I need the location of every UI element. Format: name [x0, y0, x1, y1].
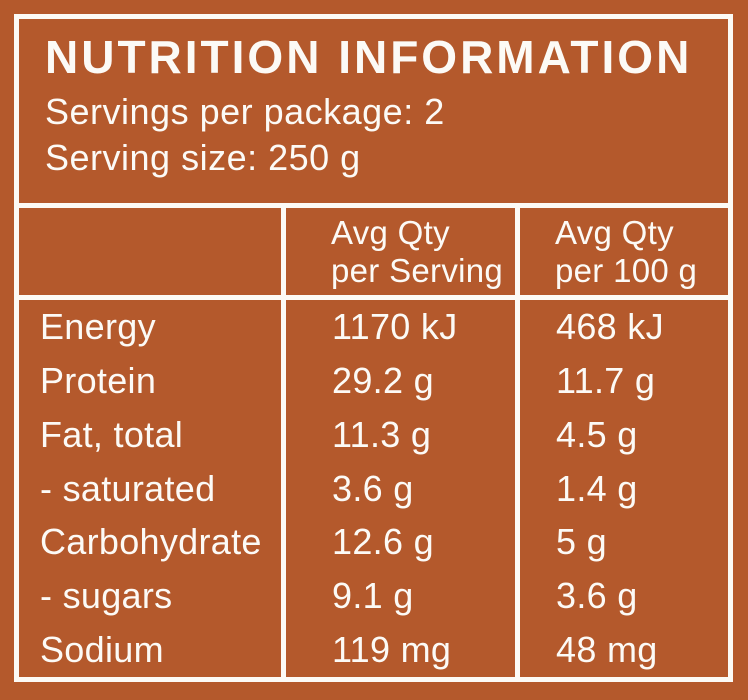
value-per-100g: 5 g: [556, 521, 607, 563]
column-header-line: per 100 g: [555, 251, 698, 289]
nutrient-column: Energy Protein Fat, total - saturated Ca…: [19, 300, 281, 677]
nutrition-table: Avg Qty per Serving Avg Qty per 100 g En…: [19, 203, 728, 677]
nutrient-label: Fat, total: [40, 413, 184, 455]
nutrient-label: Energy: [40, 305, 156, 347]
value-per-100g: 468 kJ: [556, 305, 664, 347]
value-per-serving: 12.6 g: [332, 521, 434, 563]
value-per-serving: 119 mg: [332, 629, 452, 671]
per-100g-column: 468 kJ 11.7 g 4.5 g 1.4 g 5 g 3.6 g 48 m…: [520, 300, 728, 677]
value-per-serving: 1170 kJ: [332, 305, 458, 347]
value-per-100g: 3.6 g: [556, 575, 638, 617]
label-header: NUTRITION INFORMATION Servings per packa…: [19, 19, 728, 203]
value-per-serving: 9.1 g: [332, 575, 414, 617]
value-per-100g: 4.5 g: [556, 413, 638, 455]
value-per-serving: 3.6 g: [332, 467, 414, 509]
value-per-100g: 48 mg: [556, 629, 658, 671]
value-per-100g: 1.4 g: [556, 467, 638, 509]
nutrient-label: Sodium: [40, 629, 164, 671]
label-title: NUTRITION INFORMATION: [45, 31, 693, 83]
nutrient-label: - saturated: [40, 467, 216, 509]
value-per-100g: 11.7 g: [556, 359, 656, 401]
nutrient-label: Protein: [40, 359, 157, 401]
nutrient-label: Carbohydrate: [40, 521, 262, 563]
column-header-line: per Serving: [331, 251, 504, 289]
column-header-line: Avg Qty: [555, 213, 674, 251]
per-serving-column: 1170 kJ 29.2 g 11.3 g 3.6 g 12.6 g 9.1 g…: [286, 300, 515, 677]
column-header-per-serving: Avg Qty per Serving: [286, 208, 515, 295]
value-per-serving: 29.2 g: [332, 359, 434, 401]
column-header-nutrient: [19, 208, 281, 295]
serving-size: Serving size: 250 g: [45, 137, 361, 178]
servings-per-package: Servings per package: 2: [45, 91, 445, 132]
label-frame: NUTRITION INFORMATION Servings per packa…: [14, 14, 733, 682]
nutrient-label: - sugars: [40, 575, 173, 617]
column-header-per-100g: Avg Qty per 100 g: [520, 208, 728, 295]
value-per-serving: 11.3 g: [332, 413, 432, 455]
column-header-line: Avg Qty: [331, 213, 450, 251]
